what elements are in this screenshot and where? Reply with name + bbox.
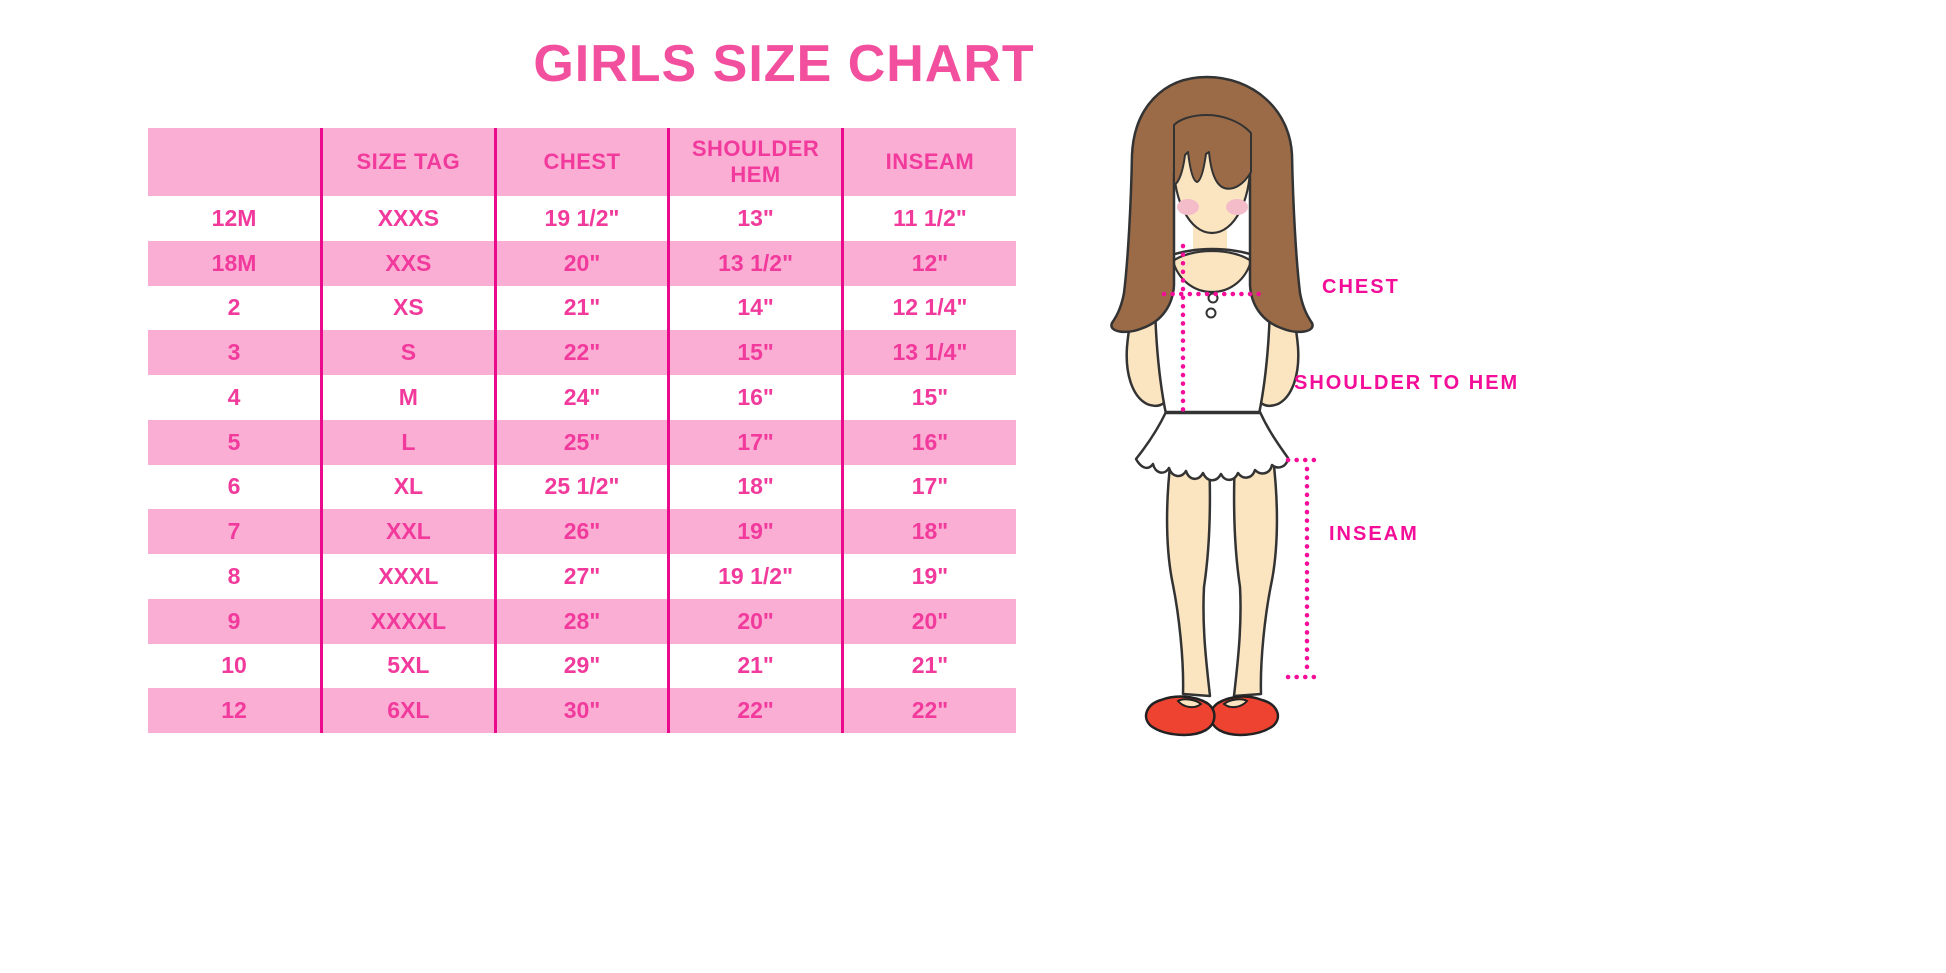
table-cell: 13 1/2" [668, 240, 844, 286]
table-cell: 7 [148, 509, 324, 554]
table-cell: 12 1/4" [842, 285, 1016, 331]
table-cell: 16" [842, 419, 1016, 465]
size-table: SIZE TAG CHEST SHOULDER HEM INSEAM 12M XXXS 1… [148, 128, 1016, 733]
table-cell: 8 [148, 554, 324, 599]
table-row: 18M XXS 20" 13 1/2" 12" [148, 240, 1016, 286]
column-header: CHEST [495, 128, 671, 196]
table-row: 9 XXXXL 28" 20" 20" [148, 598, 1016, 644]
table-cell: 4 [148, 375, 324, 420]
chest-label: CHEST [1322, 276, 1400, 298]
table-cell: 29" [495, 643, 671, 689]
table-cell: 27" [495, 554, 671, 599]
table-cell: 21" [668, 643, 844, 689]
table-row: 2 XS 21" 14" 12 1/4" [148, 285, 1016, 331]
girl-legs [1165, 455, 1279, 698]
table-row: 4 M 24" 16" 15" [148, 375, 1016, 420]
table-cell: 22" [842, 688, 1016, 733]
table-row: 3 S 22" 15" 13 1/4" [148, 330, 1016, 375]
column-header: SHOULDER HEM [668, 128, 844, 196]
table-cell: 11 1/2" [842, 196, 1016, 241]
table-cell: 2 [148, 285, 324, 331]
table-cell: 6XL [321, 688, 497, 733]
table-cell: 13 1/4" [842, 330, 1016, 375]
table-cell: 3 [148, 330, 324, 375]
table-cell: XXL [321, 509, 497, 554]
table-cell: 19" [668, 509, 844, 554]
girl-illustration [1110, 75, 1317, 737]
table-cell: 6 [148, 464, 324, 510]
table-cell: 30" [495, 688, 671, 733]
table-cell: XL [321, 464, 497, 510]
table-cell: 25" [495, 419, 671, 465]
table-cell: 16" [668, 375, 844, 420]
table-row: 6 XL 25 1/2" 18" 17" [148, 464, 1016, 510]
table-cell: XXXXL [321, 598, 497, 644]
shoulder-to-hem-label: SHOULDER TO HEM [1294, 372, 1520, 394]
button [1205, 307, 1217, 319]
table-cell: 5 [148, 419, 324, 465]
table-cell: 12M [148, 196, 324, 241]
left-blush [1177, 199, 1199, 215]
table-cell: 12" [842, 240, 1016, 286]
header-row: SIZE TAG CHEST SHOULDER HEM INSEAM [148, 128, 1016, 196]
inseam-label: INSEAM [1329, 523, 1419, 545]
table-cell: 20" [668, 598, 844, 644]
table-cell: 10 [148, 643, 324, 689]
table-row: 12M XXXS 19 1/2" 13" 11 1/2" [148, 196, 1016, 241]
table-cell: XXS [321, 240, 497, 286]
right-blush [1226, 199, 1248, 215]
table-cell: 21" [495, 285, 671, 331]
table-cell: M [321, 375, 497, 420]
table-cell: 20" [495, 240, 671, 286]
table-cell: 17" [668, 419, 844, 465]
table-row: 7 XXL 26" 19" 18" [148, 509, 1016, 554]
table-cell: 17" [842, 464, 1016, 510]
girl-shoes [1144, 695, 1280, 737]
table-cell: 13" [668, 196, 844, 241]
table-row: 5 L 25" 17" 16" [148, 419, 1016, 465]
table-cell: 15" [842, 375, 1016, 420]
table-cell: 9 [148, 598, 324, 644]
table-cell: L [321, 419, 497, 465]
girl-skirt [1134, 410, 1290, 482]
girl-bangs [1173, 114, 1252, 190]
table-cell: 18" [842, 509, 1016, 554]
table-cell: XXXL [321, 554, 497, 599]
table-cell: 22" [668, 688, 844, 733]
table-cell: 19" [842, 554, 1016, 599]
table-row: 10 5XL 29" 21" 21" [148, 643, 1016, 689]
table-cell: 12 [148, 688, 324, 733]
column-header: INSEAM [842, 128, 1016, 196]
column-header [148, 128, 324, 196]
table-cell: 21" [842, 643, 1016, 689]
table-cell: 5XL [321, 643, 497, 689]
table-cell: 24" [495, 375, 671, 420]
size-table-header: SIZE TAG CHEST SHOULDER HEM INSEAM [148, 128, 1016, 196]
table-cell: 26" [495, 509, 671, 554]
table-row: 12 6XL 30" 22" 22" [148, 688, 1016, 733]
table-cell: 28" [495, 598, 671, 644]
table-cell: 19 1/2" [668, 554, 844, 599]
table-cell: S [321, 330, 497, 375]
column-header: SIZE TAG [321, 128, 497, 196]
table-cell: 18M [148, 240, 324, 286]
table-cell: 25 1/2" [495, 464, 671, 510]
table-cell: 15" [668, 330, 844, 375]
table-cell: 14" [668, 285, 844, 331]
table-cell: 18" [668, 464, 844, 510]
table-cell: XS [321, 285, 497, 331]
table-cell: 20" [842, 598, 1016, 644]
table-cell: XXXS [321, 196, 497, 241]
table-row: 8 XXXL 27" 19 1/2" 19" [148, 554, 1016, 599]
table-cell: 22" [495, 330, 671, 375]
size-table-body: 12M XXXS 19 1/2" 13" 11 1/2" 18M XXS 20" 13 1/2"… [148, 196, 1016, 733]
table-cell: 19 1/2" [495, 196, 671, 241]
page-title: GIRLS SIZE CHART [533, 35, 1035, 93]
